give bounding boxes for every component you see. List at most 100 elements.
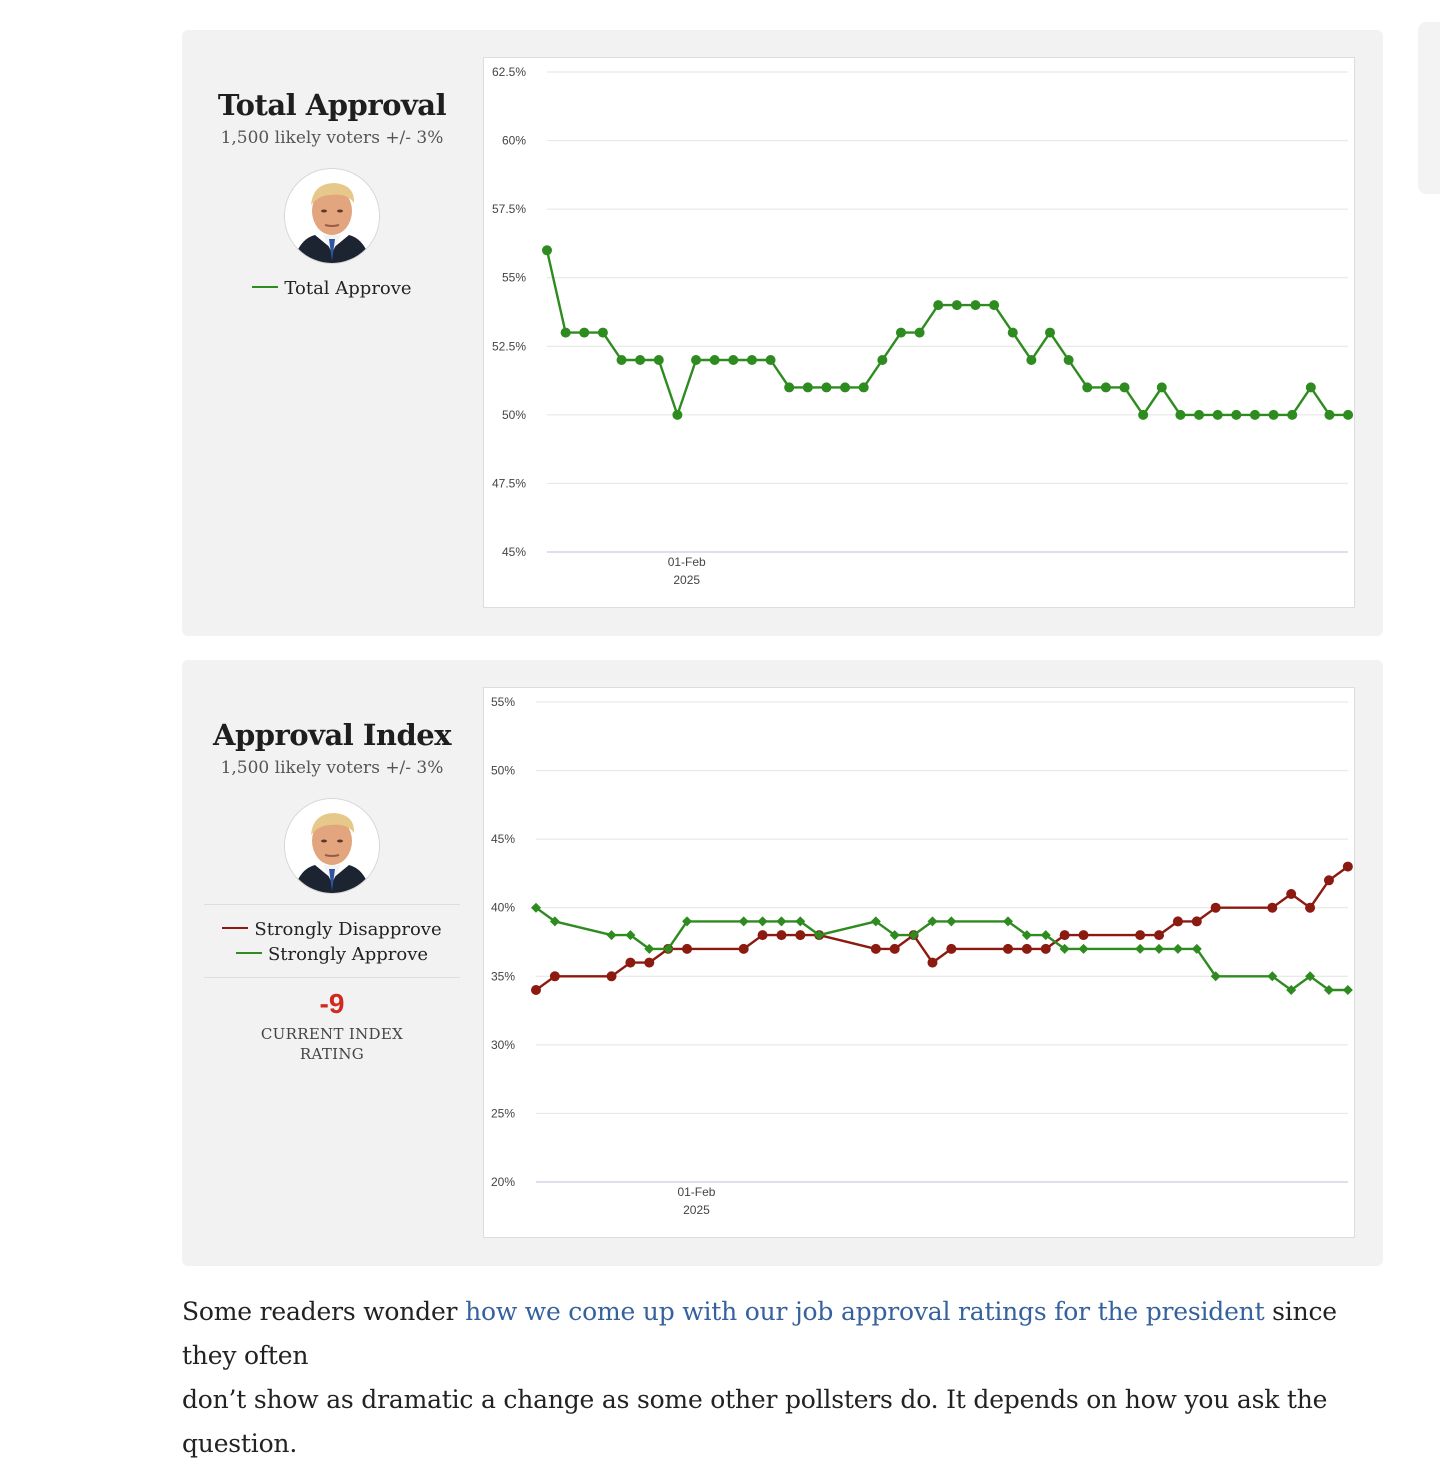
total-approve-point	[1007, 327, 1018, 338]
y-tick-label: 45%	[491, 832, 515, 846]
strongly-disapprove-point	[1267, 902, 1278, 913]
total-approve-point	[560, 327, 571, 338]
strongly-approve-point	[663, 943, 674, 954]
strongly-disapprove-point	[1078, 930, 1089, 941]
strongly-disapprove-point	[531, 985, 541, 995]
total-approve-point	[1045, 327, 1056, 338]
strongly-approve-point	[927, 916, 938, 927]
approval-index-info: Approval Index 1,500 likely voters +/- 3…	[182, 718, 482, 1064]
total-approve-point	[653, 355, 664, 365]
strongly-disapprove-point	[1172, 916, 1183, 927]
y-tick-label: 40%	[491, 901, 515, 915]
legend-total-approve: Total Approve	[182, 278, 482, 299]
strongly-approve-point	[1191, 943, 1202, 954]
total-approve-point	[784, 382, 795, 393]
current-index-value: -9	[319, 988, 345, 1019]
total-approve-point	[933, 300, 944, 311]
strongly-approve-point	[1267, 971, 1278, 982]
y-tick-label: 20%	[491, 1175, 515, 1189]
legend-line-icon	[222, 927, 249, 929]
total-approval-chart: 62.5% 60% 57.5% 55% 52.5% 50% 47.5% 45% 01-Feb 20…	[483, 57, 1355, 608]
strongly-disapprove-point	[1003, 943, 1013, 954]
legend-line-icon	[235, 952, 262, 954]
strongly-disapprove-point	[927, 957, 938, 968]
total-approval-panel: Total Approval 1,500 likely voters +/- 3…	[182, 30, 1383, 636]
y-tick-label: 35%	[491, 969, 515, 983]
strongly-disapprove-point	[1305, 902, 1316, 913]
total-approve-point	[989, 300, 1000, 311]
strongly-approve-point	[757, 916, 768, 927]
legend-strongly-disapprove: Strongly Disapprove	[182, 919, 482, 940]
y-tick-label: 60%	[502, 134, 526, 148]
strongly-approve-point	[946, 916, 957, 927]
strongly-approve-point	[1078, 943, 1089, 954]
y-tick-label: 30%	[491, 1038, 515, 1052]
total-approval-info: Total Approval 1,500 likely voters +/- 3…	[182, 88, 482, 299]
strongly-approve-point	[625, 930, 636, 941]
article-text-line-2: don’t show as dramatic a change as some …	[182, 1385, 1328, 1458]
legend-line-icon	[252, 286, 279, 288]
approval-index-chart-svg: 55% 50% 45% 40% 35% 30% 25% 20% 01-Feb 2025	[491, 695, 1353, 1217]
strongly-disapprove-point	[870, 943, 881, 954]
strongly-disapprove-point	[1210, 902, 1221, 913]
strongly-disapprove-point	[625, 957, 636, 968]
total-approve-point	[821, 382, 832, 393]
total-approve-point	[728, 355, 739, 365]
strongly-approve-point	[531, 902, 541, 913]
strongly-approve-point	[1154, 943, 1165, 954]
strongly-disapprove-point	[1135, 930, 1146, 941]
strongly-approve-point	[1342, 985, 1353, 995]
strongly-approve-point	[1305, 971, 1316, 982]
approval-index-panel: Approval Index 1,500 likely voters +/- 3…	[182, 660, 1383, 1266]
strongly-disapprove-point	[1342, 861, 1353, 872]
x-tick-sublabel: 2025	[683, 1203, 710, 1217]
total-approve-point	[765, 355, 776, 365]
strongly-approve-point	[682, 916, 693, 927]
total-approve-point	[746, 355, 757, 365]
total-approve-point	[635, 355, 646, 365]
total-approve-point	[877, 355, 888, 365]
strongly-approve-point	[908, 930, 919, 941]
current-index-label: CURRENT INDEX RATING	[260, 1025, 404, 1063]
strongly-approve-point	[1003, 916, 1013, 927]
strongly-approve-point	[889, 930, 900, 941]
y-tick-label: 57.5%	[492, 202, 526, 216]
total-approve-point	[1343, 409, 1354, 420]
total-approve-point	[1100, 382, 1111, 393]
x-tick-label: 01-Feb	[668, 555, 706, 569]
total-approve-point	[1156, 382, 1167, 393]
strongly-disapprove-point	[606, 971, 617, 982]
total-approve-point	[542, 245, 552, 256]
total-approve-line	[545, 250, 1349, 417]
strongly-approve-point	[1040, 930, 1051, 941]
side-panel-tab[interactable]	[1418, 22, 1440, 194]
legend-label: Strongly Disapprove	[254, 919, 442, 940]
total-approve-point	[1305, 382, 1316, 393]
total-approve-point	[1063, 355, 1074, 365]
total-approve-point	[1194, 409, 1205, 420]
strongly-approve-point	[1135, 943, 1146, 954]
total-approval-chart-svg: 62.5% 60% 57.5% 55% 52.5% 50% 47.5% 45% 01-Feb 20…	[492, 65, 1354, 587]
total-approve-point	[1324, 409, 1335, 420]
total-approve-point	[802, 382, 813, 393]
panel-subtitle: 1,500 likely voters +/- 3%	[220, 758, 444, 778]
strongly-approve-point	[1323, 985, 1334, 995]
portrait-icon	[285, 169, 379, 263]
total-approve-point	[597, 327, 608, 338]
strongly-disapprove-point	[738, 943, 749, 954]
portrait-icon	[285, 799, 379, 893]
approval-methodology-link[interactable]: how we come up with our job approval rat…	[465, 1297, 1265, 1326]
total-approve-point	[858, 382, 869, 393]
strongly-disapprove-point	[1286, 889, 1297, 899]
strongly-approve-point	[738, 916, 749, 927]
panel-subtitle: 1,500 likely voters +/- 3%	[220, 128, 444, 148]
strongly-approve-point	[549, 916, 560, 927]
strongly-disapprove-point	[1154, 930, 1165, 941]
strongly-disapprove-point	[946, 943, 957, 954]
strongly-disapprove-point	[1059, 930, 1070, 941]
strongly-disapprove-point	[795, 930, 806, 941]
total-approve-point	[709, 355, 720, 365]
y-tick-label: 55%	[491, 695, 515, 709]
strongly-disapprove-point	[889, 943, 900, 954]
strongly-disapprove-point	[549, 971, 560, 982]
